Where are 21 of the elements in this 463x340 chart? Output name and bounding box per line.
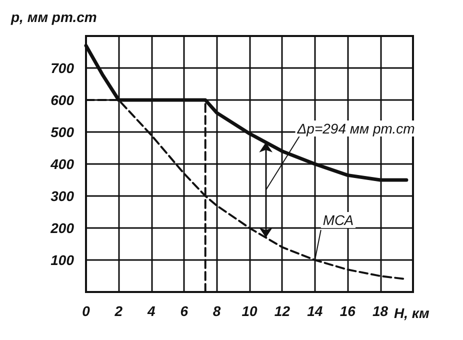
y-tick-label: 100: [50, 252, 74, 268]
x-tick-label: 14: [307, 303, 323, 319]
x-tick-label: 4: [146, 303, 156, 319]
x-tick-label: 0: [82, 303, 90, 319]
y-tick-label: 400: [50, 156, 74, 172]
x-tick-label: 8: [212, 303, 221, 319]
x-tick-label: 10: [242, 303, 258, 319]
x-tick-label: 6: [180, 303, 188, 319]
x-tick-label: 12: [274, 303, 290, 319]
annotation: МСА: [322, 212, 354, 228]
x-tick-label: 18: [372, 303, 388, 319]
y-tick-label: 300: [50, 188, 74, 204]
y-tick-label: 700: [50, 60, 74, 76]
x-axis-title: Н, км: [394, 305, 430, 321]
y-tick-label: 500: [50, 124, 74, 140]
y-axis-title: р, мм рт.ст: [10, 9, 97, 25]
annotation: Δp=294 мм рт.ст: [296, 120, 416, 136]
x-tick-label: 16: [340, 303, 356, 319]
x-tick-label: 2: [114, 303, 123, 319]
y-tick-label: 200: [50, 220, 74, 236]
y-tick-label: 600: [50, 92, 74, 108]
